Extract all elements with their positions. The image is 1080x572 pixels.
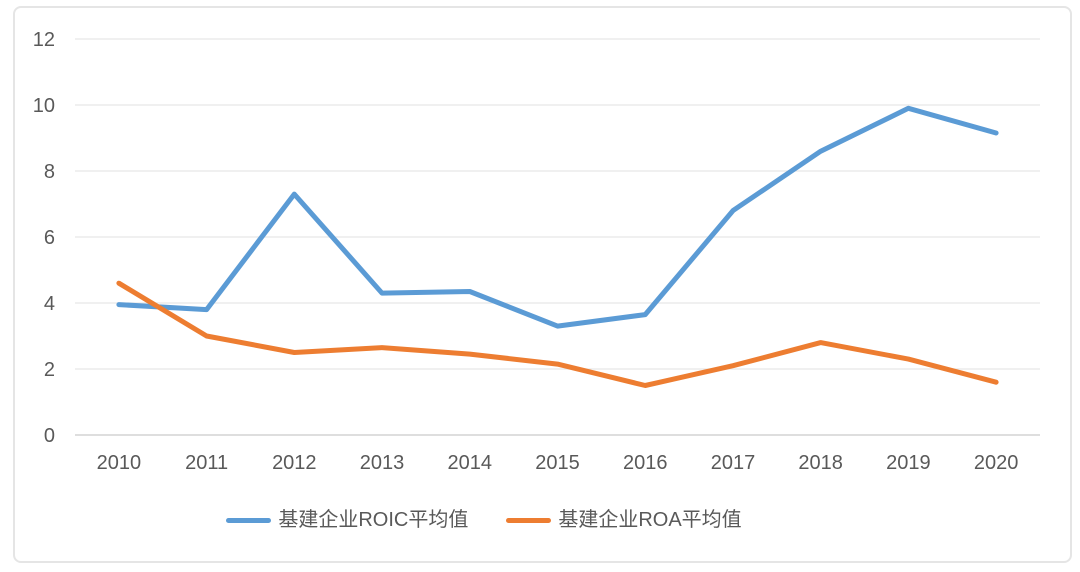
series-line-roa (116, 280, 999, 388)
x-axis-tick-label: 2011 (185, 452, 228, 474)
chart-legend: 基建企业ROIC平均值 基建企业ROA平均值 (0, 506, 1024, 534)
roic-line-swatch (226, 517, 272, 523)
y-axis-tick-label: 10 (33, 95, 55, 117)
y-axis-tick-label: 0 (44, 425, 55, 447)
x-axis-tick-label: 2017 (711, 452, 756, 474)
x-axis-tick-label: 2012 (272, 452, 317, 474)
legend-label-roic: 基建企业ROIC平均值 (278, 509, 469, 531)
x-axis-tick-label: 2020 (974, 452, 1019, 474)
roa-line-swatch (506, 517, 552, 523)
x-axis-tick-label: 2015 (535, 452, 580, 474)
series-line-roic (116, 105, 999, 329)
legend-label-roa: 基建企业ROA平均值 (558, 509, 742, 531)
legend-item-roa: 基建企业ROA平均值 (506, 506, 742, 534)
x-axis-tick-label: 2013 (360, 452, 405, 474)
y-axis-tick-label: 12 (33, 29, 55, 51)
x-axis-tick-label: 2018 (798, 452, 843, 474)
y-axis-tick-label: 6 (44, 227, 55, 249)
legend-item-roic: 基建企业ROIC平均值 (226, 506, 468, 534)
x-axis-tick-label: 2014 (448, 452, 493, 474)
chart-border-card (13, 6, 1072, 563)
y-axis-tick-label: 8 (44, 161, 55, 183)
y-axis-tick-label: 2 (44, 359, 55, 381)
x-axis-tick-label: 2010 (97, 452, 142, 474)
x-axis-tick-label: 2019 (886, 452, 931, 474)
x-axis-tick-label: 2016 (623, 452, 668, 474)
y-axis-tick-label: 4 (44, 293, 55, 315)
